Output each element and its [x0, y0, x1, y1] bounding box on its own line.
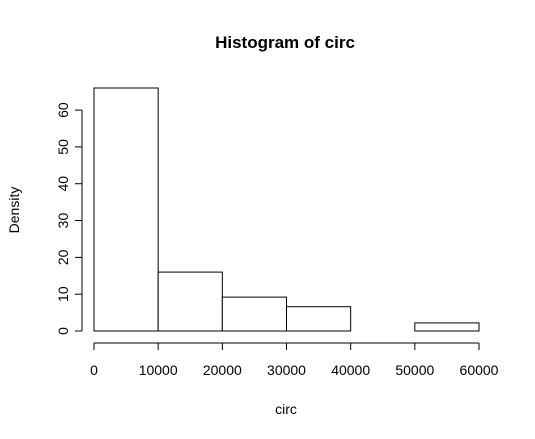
y-tick-label-0: 0 — [55, 327, 71, 335]
chart-title: Histogram of circ — [215, 33, 355, 52]
x-tick-label-5: 50000 — [395, 362, 434, 378]
y-tick-label-3: 30 — [55, 213, 71, 229]
histogram-bar-3 — [286, 306, 352, 332]
histogram-bar-2 — [221, 296, 287, 332]
x-tick-label-6: 60000 — [460, 362, 499, 378]
x-tick-label-1: 10000 — [139, 362, 178, 378]
y-tick-label-5: 50 — [55, 139, 71, 155]
x-tick-label-2: 20000 — [203, 362, 242, 378]
y-axis: 0 10 20 30 40 50 60 — [55, 102, 83, 335]
bars-group — [93, 87, 480, 332]
x-axis: 0 10000 20000 30000 40000 50000 60000 — [90, 342, 499, 378]
y-tick-label-1: 10 — [55, 286, 71, 302]
x-tick-label-0: 0 — [90, 362, 98, 378]
y-tick-label-4: 40 — [55, 176, 71, 192]
x-tick-label-3: 30000 — [267, 362, 306, 378]
histogram-bar-1 — [157, 271, 223, 332]
x-tick-label-4: 40000 — [331, 362, 370, 378]
histogram-bar-5 — [414, 322, 480, 332]
x-axis-title: circ — [275, 401, 297, 417]
histogram-bar-0 — [93, 87, 159, 332]
y-tick-label-6: 60 — [55, 102, 71, 118]
y-tick-label-2: 20 — [55, 249, 71, 265]
y-axis-title: Density — [6, 187, 22, 234]
